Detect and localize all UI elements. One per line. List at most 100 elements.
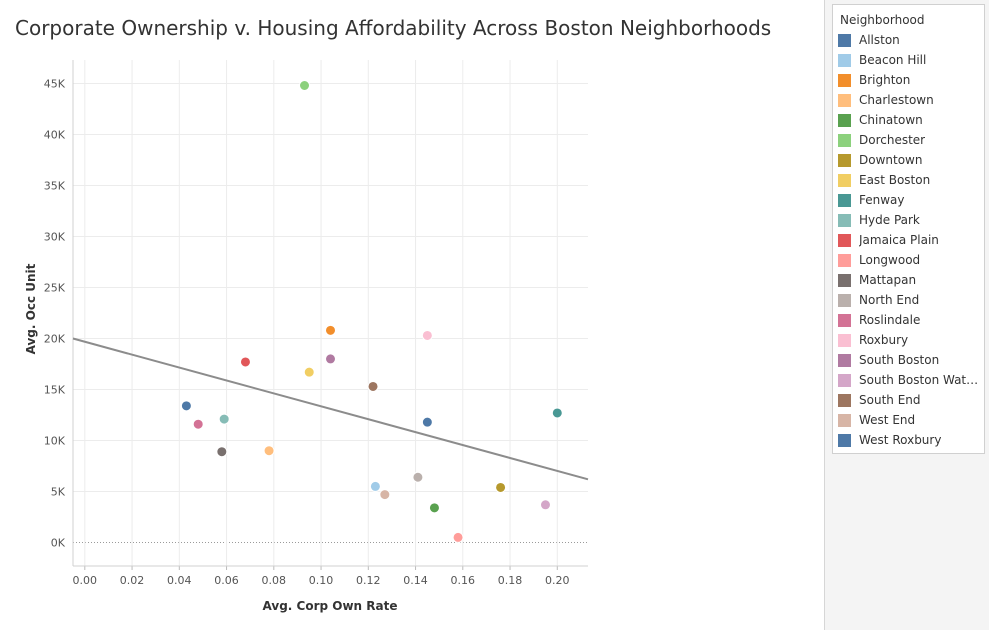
legend-item[interactable]: Jamaica Plain bbox=[838, 230, 984, 250]
data-point[interactable]: Dorchester bbox=[299, 80, 311, 92]
chart-panel: Corporate Ownership v. Housing Affordabi… bbox=[0, 0, 825, 630]
legend-item[interactable]: North End bbox=[838, 290, 984, 310]
legend-swatch bbox=[838, 393, 851, 407]
data-point[interactable]: Charlestown bbox=[263, 445, 275, 457]
legend-list: Allston Beacon Hill Brighton Charlestown Chi… bbox=[833, 30, 984, 450]
data-point[interactable]: South End bbox=[367, 380, 379, 392]
legend-item[interactable]: Chinatown bbox=[838, 110, 984, 130]
x-tick-label: 0.18 bbox=[498, 574, 523, 587]
data-point[interactable]: Beacon Hill bbox=[369, 480, 381, 492]
legend-item[interactable]: West Roxbury bbox=[838, 430, 984, 450]
x-tick-label: 0.06 bbox=[214, 574, 239, 587]
legend-label: Roxbury bbox=[859, 333, 909, 347]
data-point[interactable]: South Boston Water.. bbox=[539, 499, 551, 511]
legend-swatch bbox=[838, 53, 851, 67]
legend-item[interactable]: Allston bbox=[838, 30, 984, 50]
y-tick-label: 35K bbox=[44, 179, 66, 192]
grid bbox=[73, 60, 588, 566]
data-point[interactable]: West End bbox=[379, 489, 391, 501]
legend-label: West End bbox=[859, 413, 916, 427]
legend-label: Longwood bbox=[859, 253, 921, 267]
trend-line[interactable] bbox=[72, 337, 589, 481]
x-tick-label: 0.04 bbox=[167, 574, 192, 587]
legend-item[interactable]: Beacon Hill bbox=[838, 50, 984, 70]
legend-swatch bbox=[838, 93, 851, 107]
legend-item[interactable]: Downtown bbox=[838, 150, 984, 170]
legend-label: South Boston bbox=[859, 353, 940, 367]
chart-title: Corporate Ownership v. Housing Affordabi… bbox=[15, 16, 772, 40]
legend-label: Allston bbox=[859, 33, 900, 47]
y-tick-label: 5K bbox=[51, 486, 66, 499]
legend-item[interactable]: Brighton bbox=[838, 70, 984, 90]
legend-swatch bbox=[838, 273, 851, 287]
legend-item[interactable]: Mattapan bbox=[838, 270, 984, 290]
legend-item[interactable]: Charlestown bbox=[838, 90, 984, 110]
legend-swatch bbox=[838, 133, 851, 147]
legend-item[interactable]: East Boston bbox=[838, 170, 984, 190]
data-points: Allston Beacon Hill Brighton Charlestown Chi… bbox=[180, 80, 563, 543]
data-point[interactable]: South Boston bbox=[325, 353, 336, 365]
data-point[interactable]: Roxbury bbox=[421, 329, 433, 341]
legend-label: West Roxbury bbox=[859, 433, 942, 447]
legend-item[interactable]: South Boston Water.. bbox=[838, 370, 984, 390]
legend-title: Neighborhood bbox=[840, 13, 925, 27]
legend-label: Beacon Hill bbox=[859, 53, 927, 67]
y-tick-label: 45K bbox=[44, 77, 66, 90]
data-point[interactable]: North End bbox=[412, 471, 424, 483]
legend-swatch bbox=[838, 213, 851, 227]
legend-item[interactable]: Fenway bbox=[838, 190, 984, 210]
legend-swatch bbox=[838, 153, 851, 167]
y-tick-label: 30K bbox=[44, 230, 66, 243]
data-point[interactable]: Allston bbox=[180, 400, 192, 412]
y-tick-label: 40K bbox=[44, 128, 66, 141]
legend-swatch bbox=[838, 413, 851, 427]
legend-swatch bbox=[838, 233, 851, 247]
legend-label: Fenway bbox=[859, 193, 905, 207]
x-tick-label: 0.20 bbox=[545, 574, 570, 587]
legend-label: Brighton bbox=[859, 73, 911, 87]
legend-swatch bbox=[838, 293, 851, 307]
data-point[interactable]: Longwood bbox=[452, 531, 464, 543]
legend-swatch bbox=[838, 253, 851, 267]
legend-item[interactable]: Longwood bbox=[838, 250, 984, 270]
x-tick-label: 0.10 bbox=[309, 574, 334, 587]
data-point[interactable]: East Boston bbox=[303, 366, 315, 378]
legend-label: Chinatown bbox=[859, 113, 923, 127]
legend-label: North End bbox=[859, 293, 920, 307]
data-point[interactable]: Downtown bbox=[495, 481, 507, 493]
legend-item[interactable]: South End bbox=[838, 390, 984, 410]
y-tick-label: 25K bbox=[44, 281, 66, 294]
data-point[interactable]: Jamaica Plain bbox=[239, 356, 251, 368]
data-point[interactable]: West Roxbury bbox=[421, 416, 433, 428]
x-tick-label: 0.00 bbox=[73, 574, 98, 587]
x-tick-label: 0.16 bbox=[451, 574, 476, 587]
data-point[interactable]: Hyde Park bbox=[218, 413, 230, 425]
data-point[interactable]: Fenway bbox=[551, 407, 563, 419]
legend-item[interactable]: Roslindale bbox=[838, 310, 984, 330]
legend-item[interactable]: West End bbox=[838, 410, 984, 430]
legend-item[interactable]: South Boston bbox=[838, 350, 984, 370]
legend-swatch bbox=[838, 313, 851, 327]
y-tick-label: 20K bbox=[44, 333, 66, 346]
data-point[interactable]: Mattapan bbox=[216, 446, 228, 458]
legend-swatch bbox=[838, 353, 851, 367]
scatter-plot: 0K 5K 10K 15K 20K 25K 30K 35K 40K 45K 0.00 0.02 0.04… bbox=[24, 60, 589, 613]
x-tick-label: 0.14 bbox=[403, 574, 428, 587]
axes: 0K 5K 10K 15K 20K 25K 30K 35K 40K 45K 0.00 0.02 0.04… bbox=[44, 60, 588, 587]
y-tick-label: 15K bbox=[44, 384, 66, 397]
legend-item[interactable]: Roxbury bbox=[838, 330, 984, 350]
legend-label: South Boston Water.. bbox=[859, 373, 984, 387]
data-point[interactable]: Chinatown bbox=[428, 502, 440, 514]
legend-swatch bbox=[838, 33, 851, 47]
legend-item[interactable]: Hyde Park bbox=[838, 210, 984, 230]
y-tick-label: 10K bbox=[44, 435, 66, 448]
legend-item[interactable]: Dorchester bbox=[838, 130, 984, 150]
legend-label: Dorchester bbox=[859, 133, 926, 147]
data-point[interactable]: Roslindale bbox=[192, 418, 204, 430]
legend-swatch bbox=[838, 173, 851, 187]
data-point[interactable]: Brighton bbox=[325, 324, 336, 336]
legend-label: Roslindale bbox=[859, 313, 921, 327]
x-tick-label: 0.12 bbox=[356, 574, 381, 587]
legend-label: Mattapan bbox=[859, 273, 917, 287]
y-axis-title: Avg. Occ Unit bbox=[24, 263, 38, 354]
